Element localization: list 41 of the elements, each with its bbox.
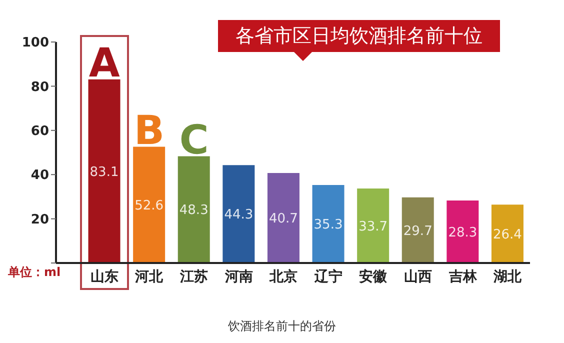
x-tick-label: 山西 <box>404 268 432 285</box>
y-axis-title: 单位：ml <box>8 264 61 281</box>
x-tick-label: 辽宁 <box>313 268 342 285</box>
bar <box>222 165 255 263</box>
x-tick-label: 安徽 <box>359 268 388 285</box>
data-label: 33.7 <box>358 219 388 234</box>
annotation: B <box>134 108 164 154</box>
x-tick-label: 河北 <box>134 268 164 285</box>
y-tick-label: 60 <box>30 124 49 140</box>
x-tick-label: 北京 <box>268 268 298 285</box>
bar <box>267 173 300 263</box>
bar <box>88 79 120 263</box>
data-label: 52.6 <box>134 198 164 214</box>
x-tick-label: 吉林 <box>448 268 478 285</box>
bar <box>133 146 166 263</box>
y-tick-label: 40 <box>30 168 49 184</box>
x-tick-label: 湖北 <box>492 268 523 285</box>
text: 饮酒排名前十的省份 <box>227 318 337 335</box>
data-label: 40.7 <box>268 212 298 227</box>
data-label: 48.3 <box>179 203 208 218</box>
bar <box>178 156 210 263</box>
chart-title: 各省市区日均饮酒排名前十位 <box>218 20 500 52</box>
annotation: A <box>88 40 120 86</box>
x-tick-label: 江苏 <box>179 268 208 285</box>
bar <box>491 204 524 263</box>
annotation: C <box>179 117 209 164</box>
bar <box>312 184 344 263</box>
data-label: 83.1 <box>90 164 119 180</box>
data-label: 29.7 <box>403 224 432 239</box>
data-label: 28.3 <box>448 225 478 240</box>
bar <box>446 200 479 263</box>
data-label: 44.3 <box>224 208 254 223</box>
bar <box>357 188 390 263</box>
data-label: 35.3 <box>314 218 343 233</box>
y-tick-label: 20 <box>30 212 49 228</box>
y-tick-label: 80 <box>30 80 49 95</box>
y-tick-label: 100 <box>22 36 49 51</box>
data-label: 26.4 <box>492 227 522 242</box>
x-tick-label: 河南 <box>224 268 253 285</box>
x-tick-label: 山东 <box>90 268 118 285</box>
bar <box>402 197 434 263</box>
